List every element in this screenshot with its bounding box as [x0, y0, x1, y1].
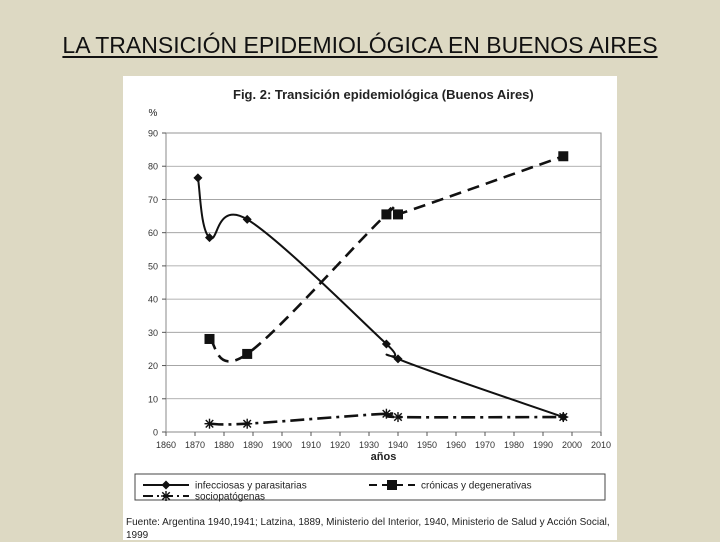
y-tick-label: 10	[148, 394, 158, 404]
x-tick-label: 1960	[446, 440, 466, 450]
data-point-diamond	[242, 214, 252, 224]
chart-title: Fig. 2: Transición epidemiológica (Bueno…	[233, 87, 534, 102]
legend-label: crónicas y degenerativas	[421, 481, 532, 492]
y-tick-label: 40	[148, 295, 158, 305]
x-tick-label: 2010	[591, 440, 611, 450]
data-point-asterisk	[242, 418, 253, 429]
x-tick-label: 1860	[156, 440, 176, 450]
x-tick-label: 1890	[243, 440, 263, 450]
y-tick-label: 20	[148, 361, 158, 371]
data-point-square	[242, 348, 253, 359]
data-point-diamond	[205, 233, 214, 243]
data-point-asterisk	[204, 418, 215, 429]
y-tick-label: 50	[148, 261, 158, 271]
x-axis-label: años	[371, 451, 397, 463]
data-point-asterisk	[558, 412, 569, 423]
plot-area	[165, 132, 602, 433]
x-tick-label: 1980	[504, 440, 524, 450]
legend-marker-asterisk	[161, 491, 171, 501]
slide-title: LA TRANSICIÓN EPIDEMIOLÓGICA EN BUENOS A…	[62, 32, 658, 58]
x-tick-label: 1870	[185, 440, 205, 450]
legend-label: sociopatógenas	[195, 492, 265, 503]
y-tick-label: 60	[148, 228, 158, 238]
x-tick-label: 1930	[359, 440, 379, 450]
x-tick-label: 1990	[533, 440, 553, 450]
data-point-square	[558, 151, 569, 162]
data-point-asterisk	[381, 408, 392, 419]
legend-label: infecciosas y parasitarias	[195, 481, 307, 492]
x-tick-label: 2000	[562, 440, 582, 450]
data-point-square	[393, 209, 403, 220]
x-tick-label: 1900	[272, 440, 292, 450]
data-point-diamond	[393, 354, 403, 364]
source-note: Fuente: Argentina 1940,1941; Latzina, 18…	[126, 517, 610, 541]
x-tick-label: 1940	[388, 440, 408, 450]
data-point-diamond	[193, 173, 203, 183]
data-point-asterisk	[393, 412, 403, 423]
y-tick-label: 70	[148, 195, 158, 205]
data-point-square	[204, 333, 215, 344]
legend-box	[134, 473, 606, 501]
line-chart: 0 10 20 30 40 50 60 70 80 90 1860 1870 1880 1890 1900 1…	[134, 108, 611, 503]
x-tick-label: 1880	[214, 440, 234, 450]
x-tick-label: 1910	[301, 440, 321, 450]
chart-figure: 0 10 20 30 40 50 60 70 80 90 1860 1870 1880 1890 1900 1…	[123, 76, 617, 541]
x-tick-label: 1920	[330, 440, 350, 450]
data-point-diamond	[381, 339, 391, 349]
y-tick-label: 0	[153, 428, 158, 438]
y-axis-label: %	[149, 108, 158, 119]
legend-marker-diamond	[161, 480, 171, 490]
y-tick-label: 30	[148, 328, 158, 338]
data-point-square	[381, 209, 392, 220]
x-tick-label: 1950	[417, 440, 437, 450]
x-tick-label: 1970	[475, 440, 495, 450]
y-tick-label: 90	[148, 129, 158, 139]
legend-marker-square	[387, 480, 397, 490]
y-tick-label: 80	[148, 162, 158, 172]
